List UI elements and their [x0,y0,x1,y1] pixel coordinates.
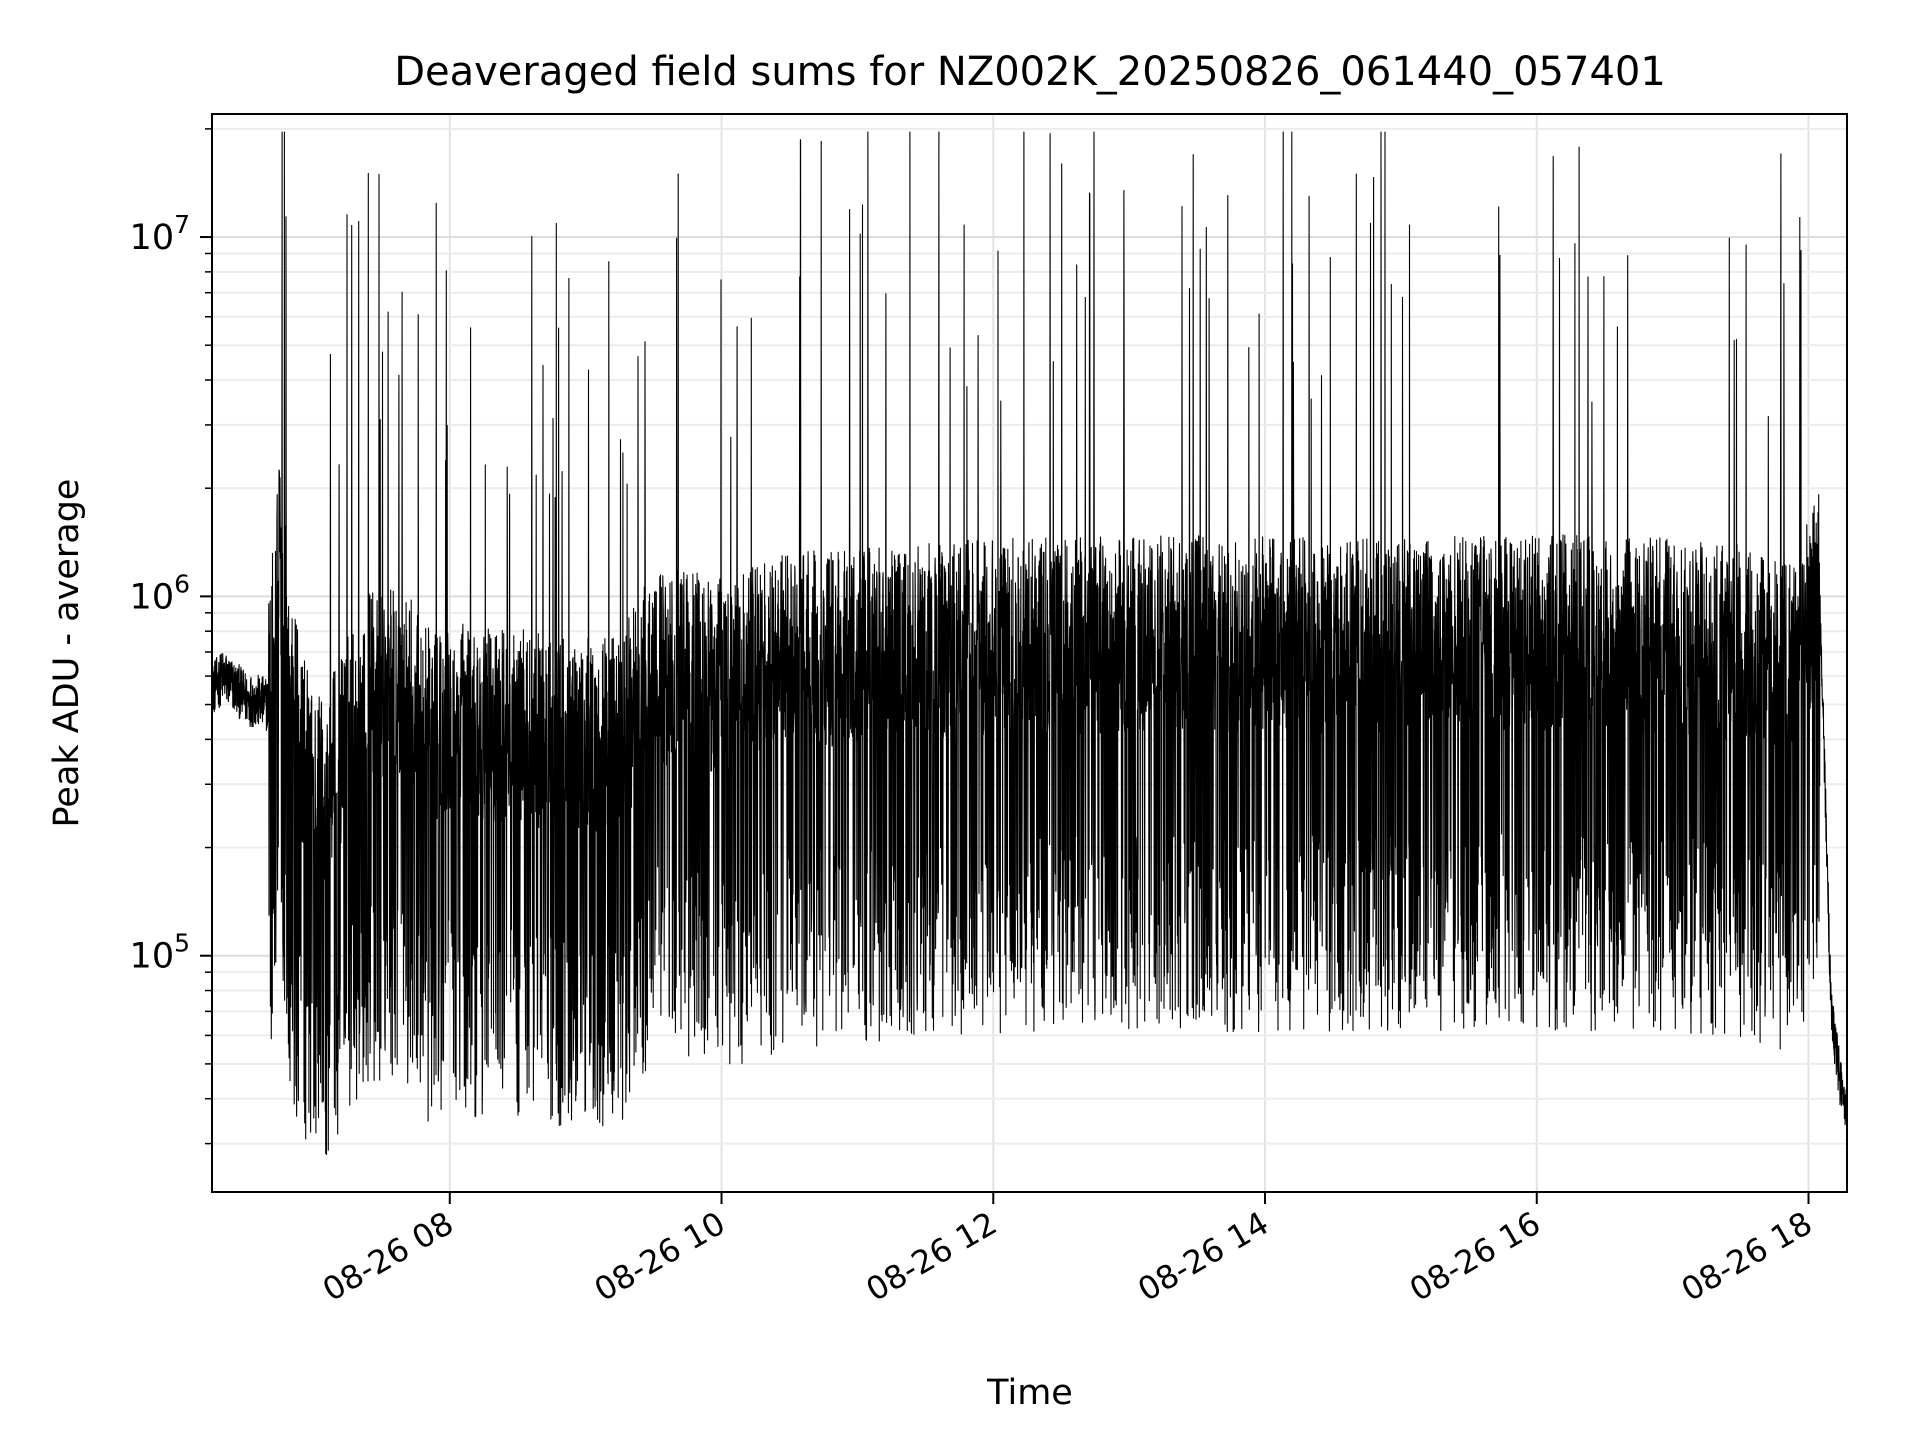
y-axis-label: Peak ADU - average [47,479,87,828]
y-tick-label: 107 [130,210,190,258]
plot-frame [211,113,1848,1193]
chart-title: Deaveraged field sums for NZ002K_2025082… [394,49,1666,95]
series-line [211,131,1848,1155]
x-axis-label: Time [986,1373,1073,1413]
data-layer [211,131,1848,1155]
y-tick-label: 106 [130,569,190,617]
y-tick-label: 105 [130,929,190,977]
